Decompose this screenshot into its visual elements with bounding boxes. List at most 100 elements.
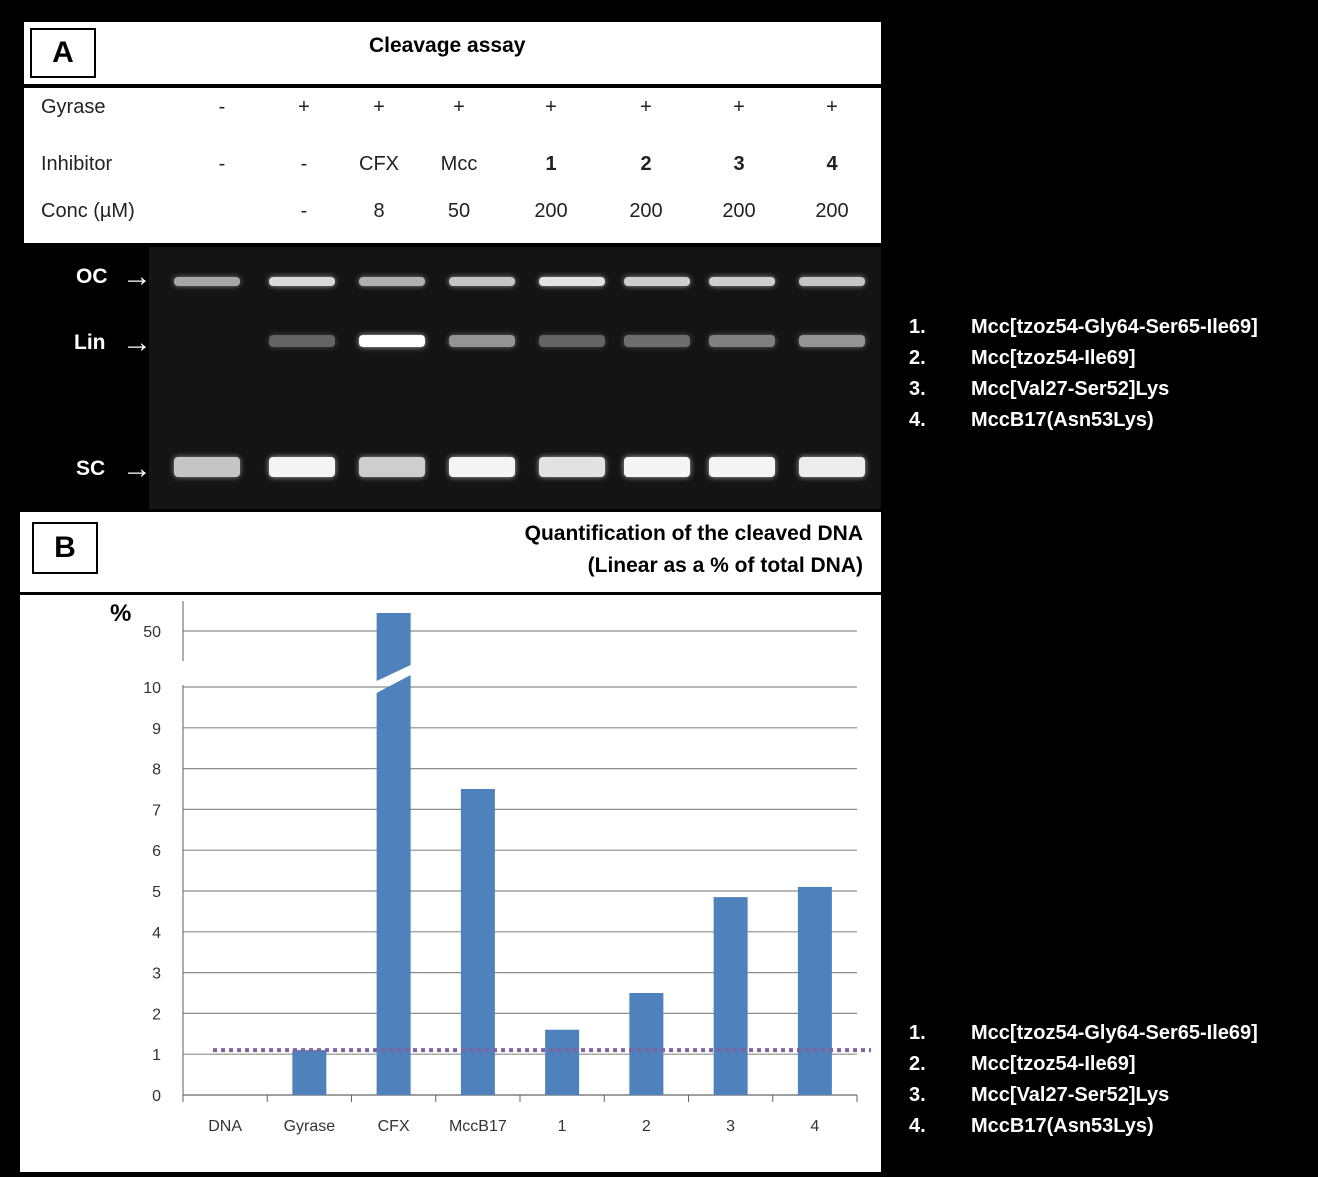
x-tick-label: DNA [208, 1118, 242, 1135]
bar-chart: 0 1 2 3 4 5 6 7 8 9 10 50% DNA Gyrase CFX MccB17 1 2 3 4 [110, 600, 871, 1135]
row-label: Conc (µM) [41, 200, 135, 222]
gel-band-lin [624, 335, 690, 347]
table-cell: 3 [733, 153, 745, 175]
legend-text: Mcc[Val27-Ser52]Lys [971, 378, 1170, 400]
legend-text: Mcc[tzoz54-Ile69] [971, 347, 1136, 369]
bar [713, 897, 748, 1095]
table-cell: - [218, 153, 226, 175]
legend-top: 1. Mcc[tzoz54-Gly64-Ser65-Ile69] 2. Mcc[tzo… [909, 316, 1309, 440]
gel-band-lin [539, 335, 605, 347]
y-tick-label: 0 [152, 1088, 161, 1105]
gel-band-oc [709, 277, 775, 286]
legend-number: 3. [909, 1084, 926, 1106]
legend-number: 4. [909, 1115, 926, 1137]
table-cell: 4 [826, 153, 838, 175]
y-tick-label: 4 [152, 925, 161, 942]
panel-a-title: Cleavage assay [369, 34, 526, 57]
table-cell: 50 [447, 200, 471, 222]
sc-label: SC [76, 457, 106, 480]
gel-band-lin [359, 335, 425, 347]
y-tick-label: 1 [152, 1047, 161, 1064]
table-cell: 200 [815, 200, 849, 222]
table-cell: - [300, 153, 308, 175]
row-label: Gyrase [41, 96, 106, 118]
x-tick-label: 2 [642, 1118, 651, 1135]
gel-band-sc [269, 457, 335, 477]
legend-number: 1. [909, 1022, 926, 1044]
gel-band-lin [269, 335, 335, 347]
gel-band-sc [709, 457, 775, 477]
legend-number: 2. [909, 347, 926, 369]
sc-arrow-icon: → [122, 452, 152, 485]
y-tick-label: 2 [152, 1006, 161, 1023]
gel-band-lin [799, 335, 865, 347]
table-cell: 8 [373, 200, 385, 222]
oc-label: OC [76, 265, 108, 288]
lin-label: Lin [74, 331, 106, 354]
gel-band-oc [799, 277, 865, 286]
y-tick-label: 6 [152, 843, 161, 860]
table-cell: + [733, 96, 745, 118]
table-cell: 200 [722, 200, 756, 222]
table-cell: + [826, 96, 838, 118]
gel-band-sc [624, 457, 690, 477]
table-cell: 200 [629, 200, 663, 222]
panel-a-letter: A [30, 28, 96, 78]
panel-b-title-line2: (Linear as a % of total DNA) [587, 554, 863, 577]
y-tick-label-break: 50 [143, 624, 161, 641]
row-label: Inhibitor [41, 153, 113, 175]
legend-text: Mcc[tzoz54-Gly64-Ser65-Ile69] [971, 1022, 1258, 1044]
bar [376, 675, 411, 1095]
x-tick-label: 4 [810, 1118, 819, 1135]
gel-band-oc [359, 277, 425, 286]
x-tick-label: 1 [558, 1118, 567, 1135]
gel-band-sc [539, 457, 605, 477]
gel-band-lin [709, 335, 775, 347]
gel-band-lin [449, 335, 515, 347]
y-axis-label: % [110, 600, 131, 627]
legend-text: Mcc[tzoz54-Gly64-Ser65-Ile69] [971, 316, 1258, 338]
panel-b-letter: B [32, 522, 98, 574]
panel-a-header: A Cleavage assay [24, 22, 881, 84]
legend-number: 4. [909, 409, 926, 431]
chart-area: 0 1 2 3 4 5 6 7 8 9 10 50% DNA Gyrase CFX MccB17 1 2 3 4 [20, 595, 881, 1172]
gel-band-oc [174, 277, 240, 286]
gel-band-oc [269, 277, 335, 286]
legend-text: MccB17(Asn53Lys) [971, 1115, 1154, 1137]
legend-number: 1. [909, 316, 926, 338]
table-cell: 1 [545, 153, 557, 175]
panel-b-title-line1: Quantification of the cleaved DNA [524, 522, 863, 545]
legend-bottom: 1. Mcc[tzoz54-Gly64-Ser65-Ile69] 2. Mcc[tzo… [909, 1022, 1309, 1146]
bar [797, 886, 832, 1095]
table-cell: - [300, 200, 308, 222]
gel-band-oc [449, 277, 515, 286]
gel-band-oc [624, 277, 690, 286]
x-tick-label: 3 [726, 1118, 735, 1135]
gel-band-sc [799, 457, 865, 477]
legend-number: 3. [909, 378, 926, 400]
table-cell: 200 [534, 200, 568, 222]
table-cell: + [373, 96, 385, 118]
bar [629, 993, 664, 1095]
table-cell: - [218, 96, 226, 118]
gel-band-sc [359, 457, 425, 477]
bar [545, 1029, 580, 1095]
bar [460, 789, 495, 1095]
table-cell: 2 [640, 153, 652, 175]
y-tick-label: 8 [152, 762, 161, 779]
lin-arrow-icon: → [122, 326, 152, 359]
condition-table: Gyrase - + + + + + + + Inhibitor - - CFX Mcc 1 2 3 4 Conc … [24, 88, 881, 243]
gel-band-sc [449, 457, 515, 477]
legend-text: MccB17(Asn53Lys) [971, 409, 1154, 431]
table-cell: CFX [359, 153, 399, 175]
legend-number: 2. [909, 1053, 926, 1075]
legend-text: Mcc[tzoz54-Ile69] [971, 1053, 1136, 1075]
y-tick-label: 7 [152, 802, 161, 819]
table-cell: + [298, 96, 310, 118]
x-tick-label: MccB17 [449, 1118, 507, 1135]
gel-band-oc [539, 277, 605, 286]
x-tick-label: Gyrase [284, 1118, 336, 1135]
bar [292, 1050, 327, 1095]
panel-b-header: B Quantification of the cleaved DNA (Lin… [20, 512, 881, 592]
y-tick-label: 3 [152, 966, 161, 983]
